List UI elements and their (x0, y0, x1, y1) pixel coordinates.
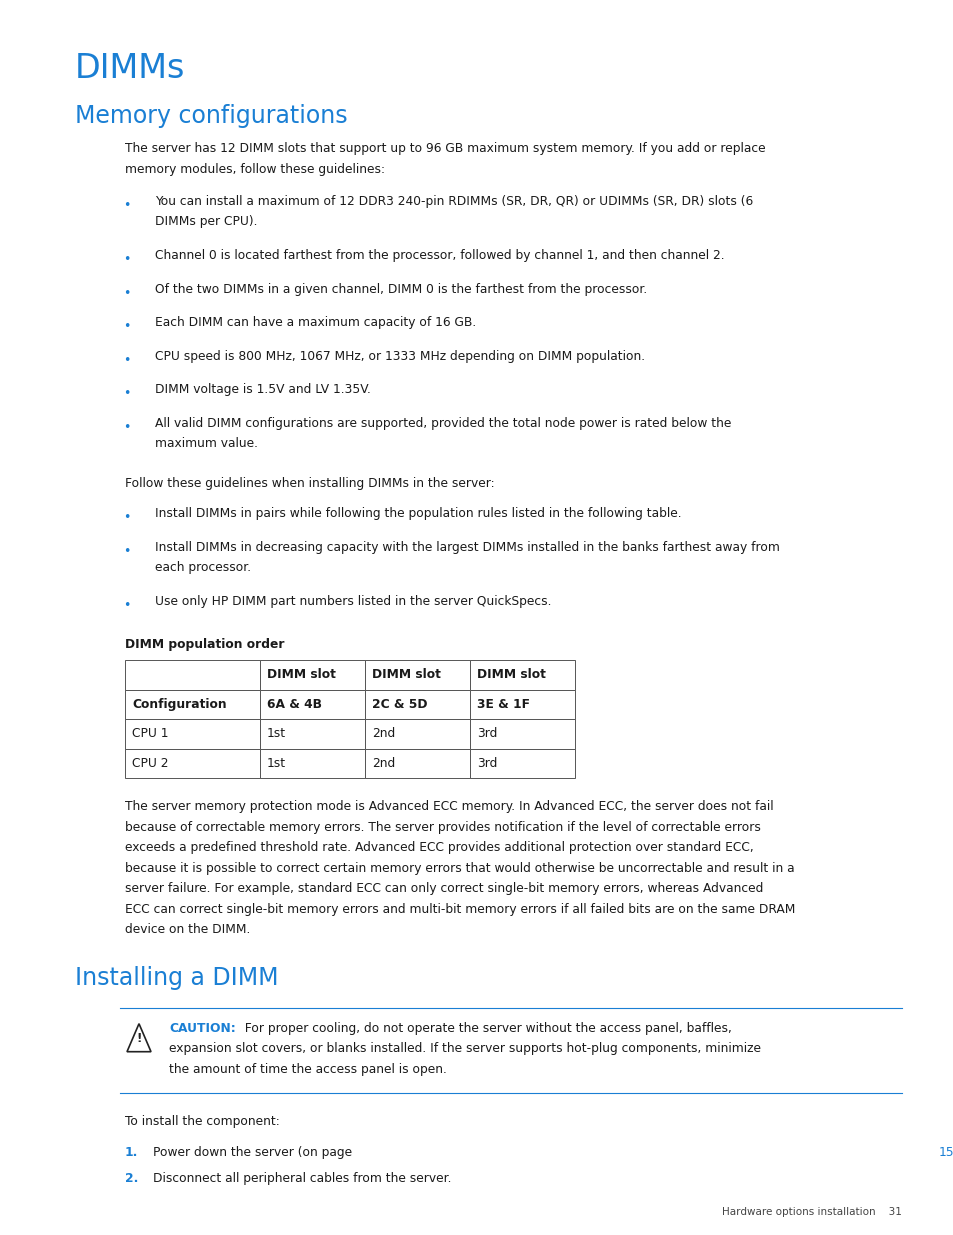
Text: DIMM slot: DIMM slot (267, 668, 335, 682)
Text: 1st: 1st (267, 727, 286, 740)
Text: •: • (123, 253, 131, 266)
Text: the amount of time the access panel is open.: the amount of time the access panel is o… (169, 1062, 446, 1076)
Text: 2.: 2. (125, 1172, 138, 1186)
Bar (125, 689, 260, 719)
Text: 2nd: 2nd (372, 727, 395, 740)
Text: 15: 15 (938, 1146, 953, 1158)
Text: expansion slot covers, or blanks installed. If the server supports hot-plug comp: expansion slot covers, or blanks install… (169, 1042, 760, 1055)
Text: Install DIMMs in pairs while following the population rules listed in the follow: Install DIMMs in pairs while following t… (154, 508, 680, 520)
Text: ECC can correct single-bit memory errors and multi-bit memory errors if all fail: ECC can correct single-bit memory errors… (125, 903, 795, 915)
Text: DIMM slot: DIMM slot (476, 668, 545, 682)
Text: 6A & 4B: 6A & 4B (267, 698, 322, 711)
Bar (470, 719, 575, 748)
Text: memory modules, follow these guidelines:: memory modules, follow these guidelines: (125, 163, 385, 175)
Text: •: • (123, 353, 131, 367)
Text: server failure. For example, standard ECC can only correct single-bit memory err: server failure. For example, standard EC… (125, 882, 762, 895)
Text: because of correctable memory errors. The server provides notification if the le: because of correctable memory errors. Th… (125, 820, 760, 834)
Text: CPU 1: CPU 1 (132, 727, 169, 740)
Bar (260, 719, 365, 748)
Text: CAUTION:: CAUTION: (169, 1021, 235, 1035)
Bar (260, 659, 365, 689)
Text: CPU 2: CPU 2 (132, 757, 169, 769)
Text: Follow these guidelines when installing DIMMs in the server:: Follow these guidelines when installing … (125, 477, 494, 489)
Text: To install the component:: To install the component: (125, 1115, 279, 1128)
Bar (365, 659, 470, 689)
Text: Install DIMMs in decreasing capacity with the largest DIMMs installed in the ban: Install DIMMs in decreasing capacity wit… (154, 541, 779, 553)
Text: DIMMs: DIMMs (75, 52, 185, 85)
Text: •: • (123, 511, 131, 524)
Bar (470, 689, 575, 719)
Bar (125, 719, 260, 748)
Bar (365, 689, 470, 719)
Text: Installing a DIMM: Installing a DIMM (75, 966, 278, 989)
Text: 3rd: 3rd (476, 727, 497, 740)
Text: Memory configurations: Memory configurations (75, 104, 347, 128)
Text: All valid DIMM configurations are supported, provided the total node power is ra: All valid DIMM configurations are suppor… (154, 416, 731, 430)
Text: exceeds a predefined threshold rate. Advanced ECC provides additional protection: exceeds a predefined threshold rate. Adv… (125, 841, 753, 853)
Bar (260, 748, 365, 778)
Text: each processor.: each processor. (154, 561, 251, 574)
Text: DIMM population order: DIMM population order (125, 638, 284, 651)
Text: Each DIMM can have a maximum capacity of 16 GB.: Each DIMM can have a maximum capacity of… (154, 316, 476, 329)
Text: The server memory protection mode is Advanced ECC memory. In Advanced ECC, the s: The server memory protection mode is Adv… (125, 800, 773, 813)
Text: The server has 12 DIMM slots that support up to 96 GB maximum system memory. If : The server has 12 DIMM slots that suppor… (125, 142, 765, 156)
Text: 3E & 1F: 3E & 1F (476, 698, 530, 711)
Text: You can install a maximum of 12 DDR3 240-pin RDIMMs (SR, DR, QR) or UDIMMs (SR, : You can install a maximum of 12 DDR3 240… (154, 195, 753, 207)
Bar (365, 719, 470, 748)
Text: Power down the server (on page: Power down the server (on page (152, 1146, 355, 1158)
Text: CPU speed is 800 MHz, 1067 MHz, or 1333 MHz depending on DIMM population.: CPU speed is 800 MHz, 1067 MHz, or 1333 … (154, 350, 644, 363)
Text: 3rd: 3rd (476, 757, 497, 769)
Text: because it is possible to correct certain memory errors that would otherwise be : because it is possible to correct certai… (125, 862, 794, 874)
Text: 1st: 1st (267, 757, 286, 769)
Text: Use only HP DIMM part numbers listed in the server QuickSpecs.: Use only HP DIMM part numbers listed in … (154, 594, 551, 608)
Text: Channel 0 is located farthest from the processor, followed by channel 1, and the: Channel 0 is located farthest from the p… (154, 249, 724, 262)
Text: !: ! (136, 1032, 142, 1045)
Text: DIMM voltage is 1.5V and LV 1.35V.: DIMM voltage is 1.5V and LV 1.35V. (154, 383, 371, 396)
Text: Disconnect all peripheral cables from the server.: Disconnect all peripheral cables from th… (152, 1172, 451, 1186)
Text: 2C & 5D: 2C & 5D (372, 698, 427, 711)
Text: •: • (123, 199, 131, 212)
Bar (470, 659, 575, 689)
Text: device on the DIMM.: device on the DIMM. (125, 923, 250, 936)
Text: •: • (123, 545, 131, 557)
Text: Of the two DIMMs in a given channel, DIMM 0 is the farthest from the processor.: Of the two DIMMs in a given channel, DIM… (154, 283, 646, 295)
Text: •: • (123, 320, 131, 333)
Bar (365, 748, 470, 778)
Text: maximum value.: maximum value. (154, 437, 257, 450)
Text: •: • (123, 287, 131, 300)
Text: Hardware options installation    31: Hardware options installation 31 (721, 1207, 901, 1216)
Bar (470, 748, 575, 778)
Text: •: • (123, 387, 131, 400)
Text: •: • (123, 420, 131, 433)
Text: DIMMs per CPU).: DIMMs per CPU). (154, 215, 257, 228)
Text: •: • (123, 599, 131, 611)
Text: DIMM slot: DIMM slot (372, 668, 440, 682)
Bar (125, 748, 260, 778)
Bar (125, 659, 260, 689)
Text: Configuration: Configuration (132, 698, 227, 711)
Text: For proper cooling, do not operate the server without the access panel, baffles,: For proper cooling, do not operate the s… (236, 1021, 731, 1035)
Text: 1.: 1. (125, 1146, 138, 1158)
Bar (260, 689, 365, 719)
Text: 2nd: 2nd (372, 757, 395, 769)
